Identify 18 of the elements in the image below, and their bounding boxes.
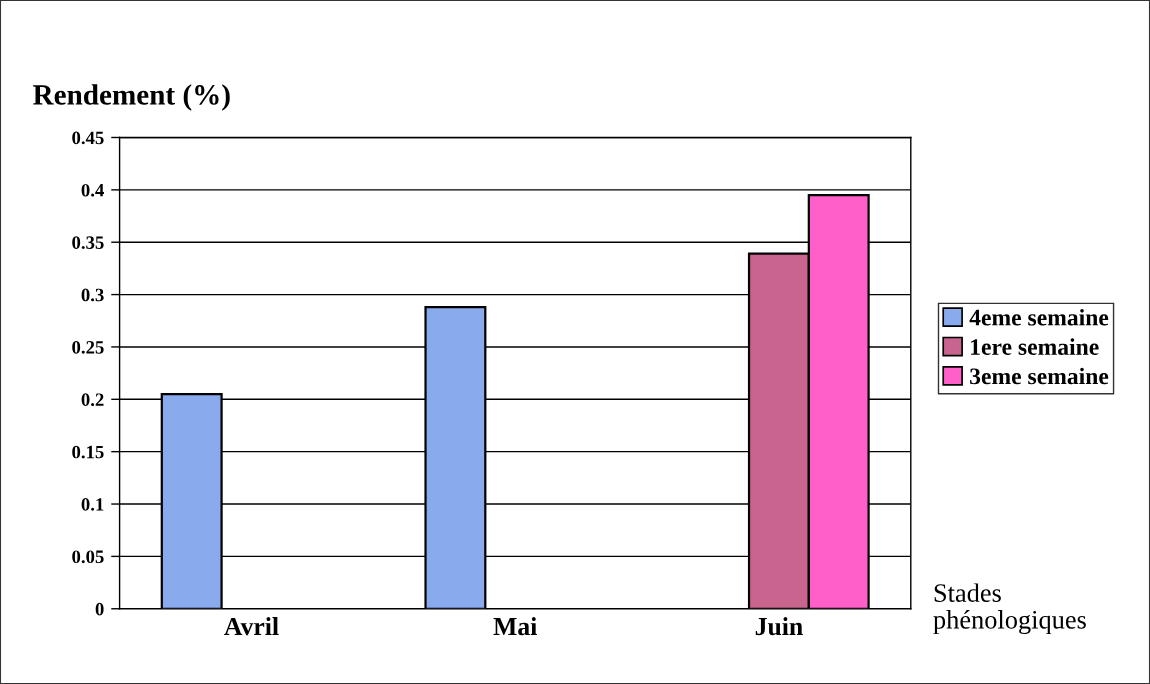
legend-label: 3eme semaine xyxy=(970,367,1109,385)
legend-label: 1ere semaine xyxy=(971,338,1099,355)
y-axis-title: Rendement (%) xyxy=(33,84,230,111)
y-tick-label: 0.1 xyxy=(81,498,104,511)
x-tick-label: Mai xyxy=(493,617,537,636)
x-tick-label: Juin xyxy=(755,617,803,636)
y-tick-label: 0.35 xyxy=(72,236,104,249)
y-tick-label: 0.3 xyxy=(81,288,104,302)
y-tick-label: 0.25 xyxy=(72,340,104,354)
y-tick-label: 0.2 xyxy=(81,393,104,407)
x-axis-title: Stades phénologiques xyxy=(933,583,1086,635)
y-tick-label: 0.45 xyxy=(72,131,104,145)
x-tick-label: Avril xyxy=(224,617,279,636)
y-tick-label: 0.05 xyxy=(72,550,104,564)
y-tick-label: 0.4 xyxy=(81,183,104,197)
y-tick-label: 0 xyxy=(95,602,104,616)
y-tick-label: 0.15 xyxy=(72,445,104,459)
legend-label: 4eme semaine xyxy=(969,308,1109,326)
